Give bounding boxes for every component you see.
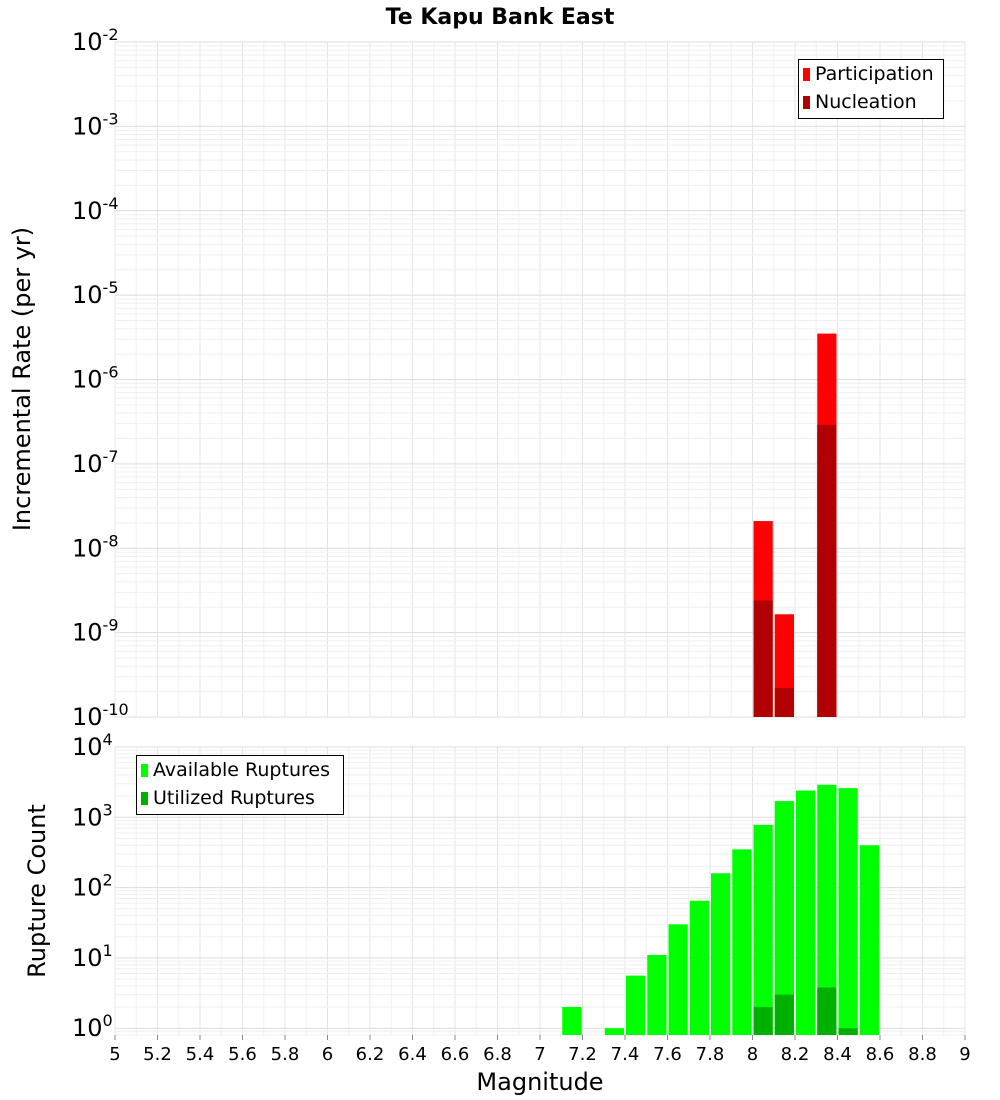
x-tick-label: 8.8 [908, 1044, 937, 1065]
x-tick-label: 6.6 [441, 1044, 470, 1065]
y-tick-label: 10-6 [72, 363, 119, 394]
x-tick-label: 8 [747, 1044, 758, 1065]
legend-label-available: Available Ruptures [153, 759, 330, 781]
x-tick-label: 8.6 [866, 1044, 895, 1065]
chart-title: Te Kapu Bank East [386, 5, 615, 30]
bar-available-ruptures [796, 790, 816, 1035]
top-bars [753, 333, 837, 717]
legend-item-participation: Participation [799, 60, 943, 88]
bar-available-ruptures [838, 788, 858, 1035]
top-legend: Participation Nucleation [798, 59, 944, 119]
y-tick-label: 10-3 [72, 109, 119, 140]
x-tick-label: 5.8 [271, 1044, 300, 1065]
x-tick-label: 5.4 [186, 1044, 215, 1065]
bar-available-ruptures [626, 975, 646, 1035]
top-y-tick-labels: 10-2 10-3 10-4 10-5 10-6 10-7 10-8 10-9 10-10 [72, 25, 129, 731]
bottom-legend: Available Ruptures Utilized Ruptures [136, 755, 344, 815]
x-tick-label: 5.6 [228, 1044, 257, 1065]
y-tick-label: 10-7 [72, 447, 119, 478]
x-tick-label: 6.2 [356, 1044, 385, 1065]
y-tick-label: 101 [72, 941, 113, 972]
bar-available-ruptures [817, 784, 837, 1035]
bar-nucleation [753, 600, 773, 717]
y-tick-label: 100 [72, 1011, 113, 1042]
x-tick-labels: 5 5.2 5.4 5.6 5.8 6 6.2 6.4 6.6 6.8 7 7.2 7.4 7.6 7.8 8… [109, 1035, 971, 1065]
y-tick-label: 104 [72, 730, 113, 761]
participation-swatch [803, 67, 810, 81]
bottom-y-axis-label: Rupture Count [23, 804, 51, 978]
available-swatch [141, 763, 148, 777]
bar-available-ruptures [774, 801, 794, 1035]
bar-available-ruptures [604, 1028, 624, 1035]
x-tick-label: 5 [109, 1044, 120, 1065]
legend-label-nucleation: Nucleation [815, 91, 917, 113]
legend-label-participation: Participation [815, 63, 934, 85]
legend-label-utilized: Utilized Ruptures [153, 787, 315, 809]
bar-utilized-ruptures [774, 994, 794, 1035]
bar-available-ruptures [668, 924, 688, 1035]
x-tick-label: 6.8 [483, 1044, 512, 1065]
y-tick-label: 10-9 [72, 616, 119, 647]
top-grid [114, 41, 966, 718]
legend-item-available: Available Ruptures [137, 756, 343, 784]
bar-nucleation [774, 688, 794, 717]
x-tick-label: 8.2 [781, 1044, 810, 1065]
bar-nucleation [817, 424, 837, 717]
bar-utilized-ruptures [753, 1007, 773, 1035]
bottom-y-tick-labels: 104 103 102 101 100 [72, 730, 113, 1042]
x-tick-label: 7.6 [653, 1044, 682, 1065]
bar-available-ruptures [711, 873, 731, 1035]
bottom-bars [562, 784, 879, 1035]
x-tick-label: 5.2 [143, 1044, 172, 1065]
x-tick-label: 7.8 [696, 1044, 725, 1065]
bar-available-ruptures [859, 845, 879, 1035]
y-tick-label: 102 [72, 871, 113, 902]
bar-utilized-ruptures [817, 987, 837, 1035]
bar-available-ruptures [562, 1007, 582, 1035]
y-tick-label: 10-8 [72, 531, 119, 562]
y-tick-label: 10-5 [72, 278, 119, 309]
utilized-swatch [141, 791, 148, 805]
bar-utilized-ruptures [838, 1028, 858, 1035]
x-tick-label: 6.4 [398, 1044, 427, 1065]
x-tick-label: 7.4 [611, 1044, 640, 1065]
bar-available-ruptures [689, 900, 709, 1035]
y-tick-label: 10-4 [72, 194, 119, 225]
x-tick-label: 7 [534, 1044, 545, 1065]
legend-item-utilized: Utilized Ruptures [137, 784, 343, 812]
x-tick-label: 7.2 [568, 1044, 597, 1065]
bar-available-ruptures [753, 824, 773, 1035]
bar-available-ruptures [647, 954, 667, 1035]
nucleation-swatch [803, 95, 810, 109]
y-tick-label: 103 [72, 800, 113, 831]
x-tick-label: 9 [959, 1044, 970, 1065]
x-axis-label: Magnitude [476, 1068, 603, 1096]
bar-available-ruptures [732, 849, 752, 1035]
legend-item-nucleation: Nucleation [799, 88, 943, 116]
top-y-axis-label: Incremental Rate (per yr) [8, 227, 36, 531]
x-tick-label: 8.4 [823, 1044, 852, 1065]
y-tick-label: 10-2 [72, 25, 119, 56]
y-tick-label: 10-10 [72, 700, 129, 731]
x-tick-label: 6 [322, 1044, 333, 1065]
